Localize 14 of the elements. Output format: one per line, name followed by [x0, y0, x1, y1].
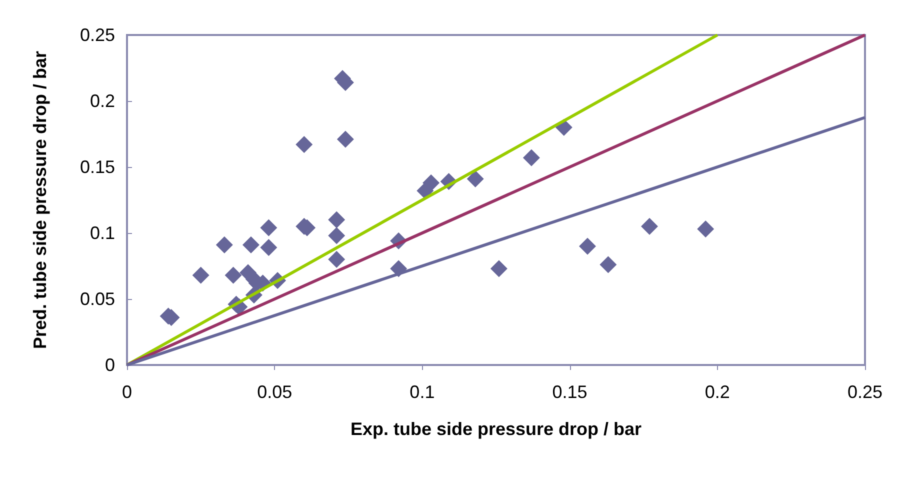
x-tick-label: 0	[122, 382, 132, 402]
y-tick-label: 0.2	[90, 91, 115, 111]
y-tick-label: 0	[104, 355, 115, 375]
y-tick-label: 0.25	[80, 25, 115, 45]
x-tick-label: 0.1	[410, 382, 435, 402]
y-tick-label: 0.05	[80, 289, 115, 309]
y-tick-label: 0.1	[90, 223, 115, 243]
x-tick-label: 0.25	[847, 382, 883, 402]
y-axis-title: Pred. tube side pressure drop / bar	[30, 50, 50, 350]
x-tick-label: 0.2	[704, 382, 730, 402]
x-tick-label: 0.15	[552, 382, 588, 402]
x-tick-label: 0.05	[257, 382, 292, 402]
y-tick-label: 0.15	[80, 157, 115, 177]
x-axis-title: Exp. tube side pressure drop / bar	[350, 419, 642, 439]
